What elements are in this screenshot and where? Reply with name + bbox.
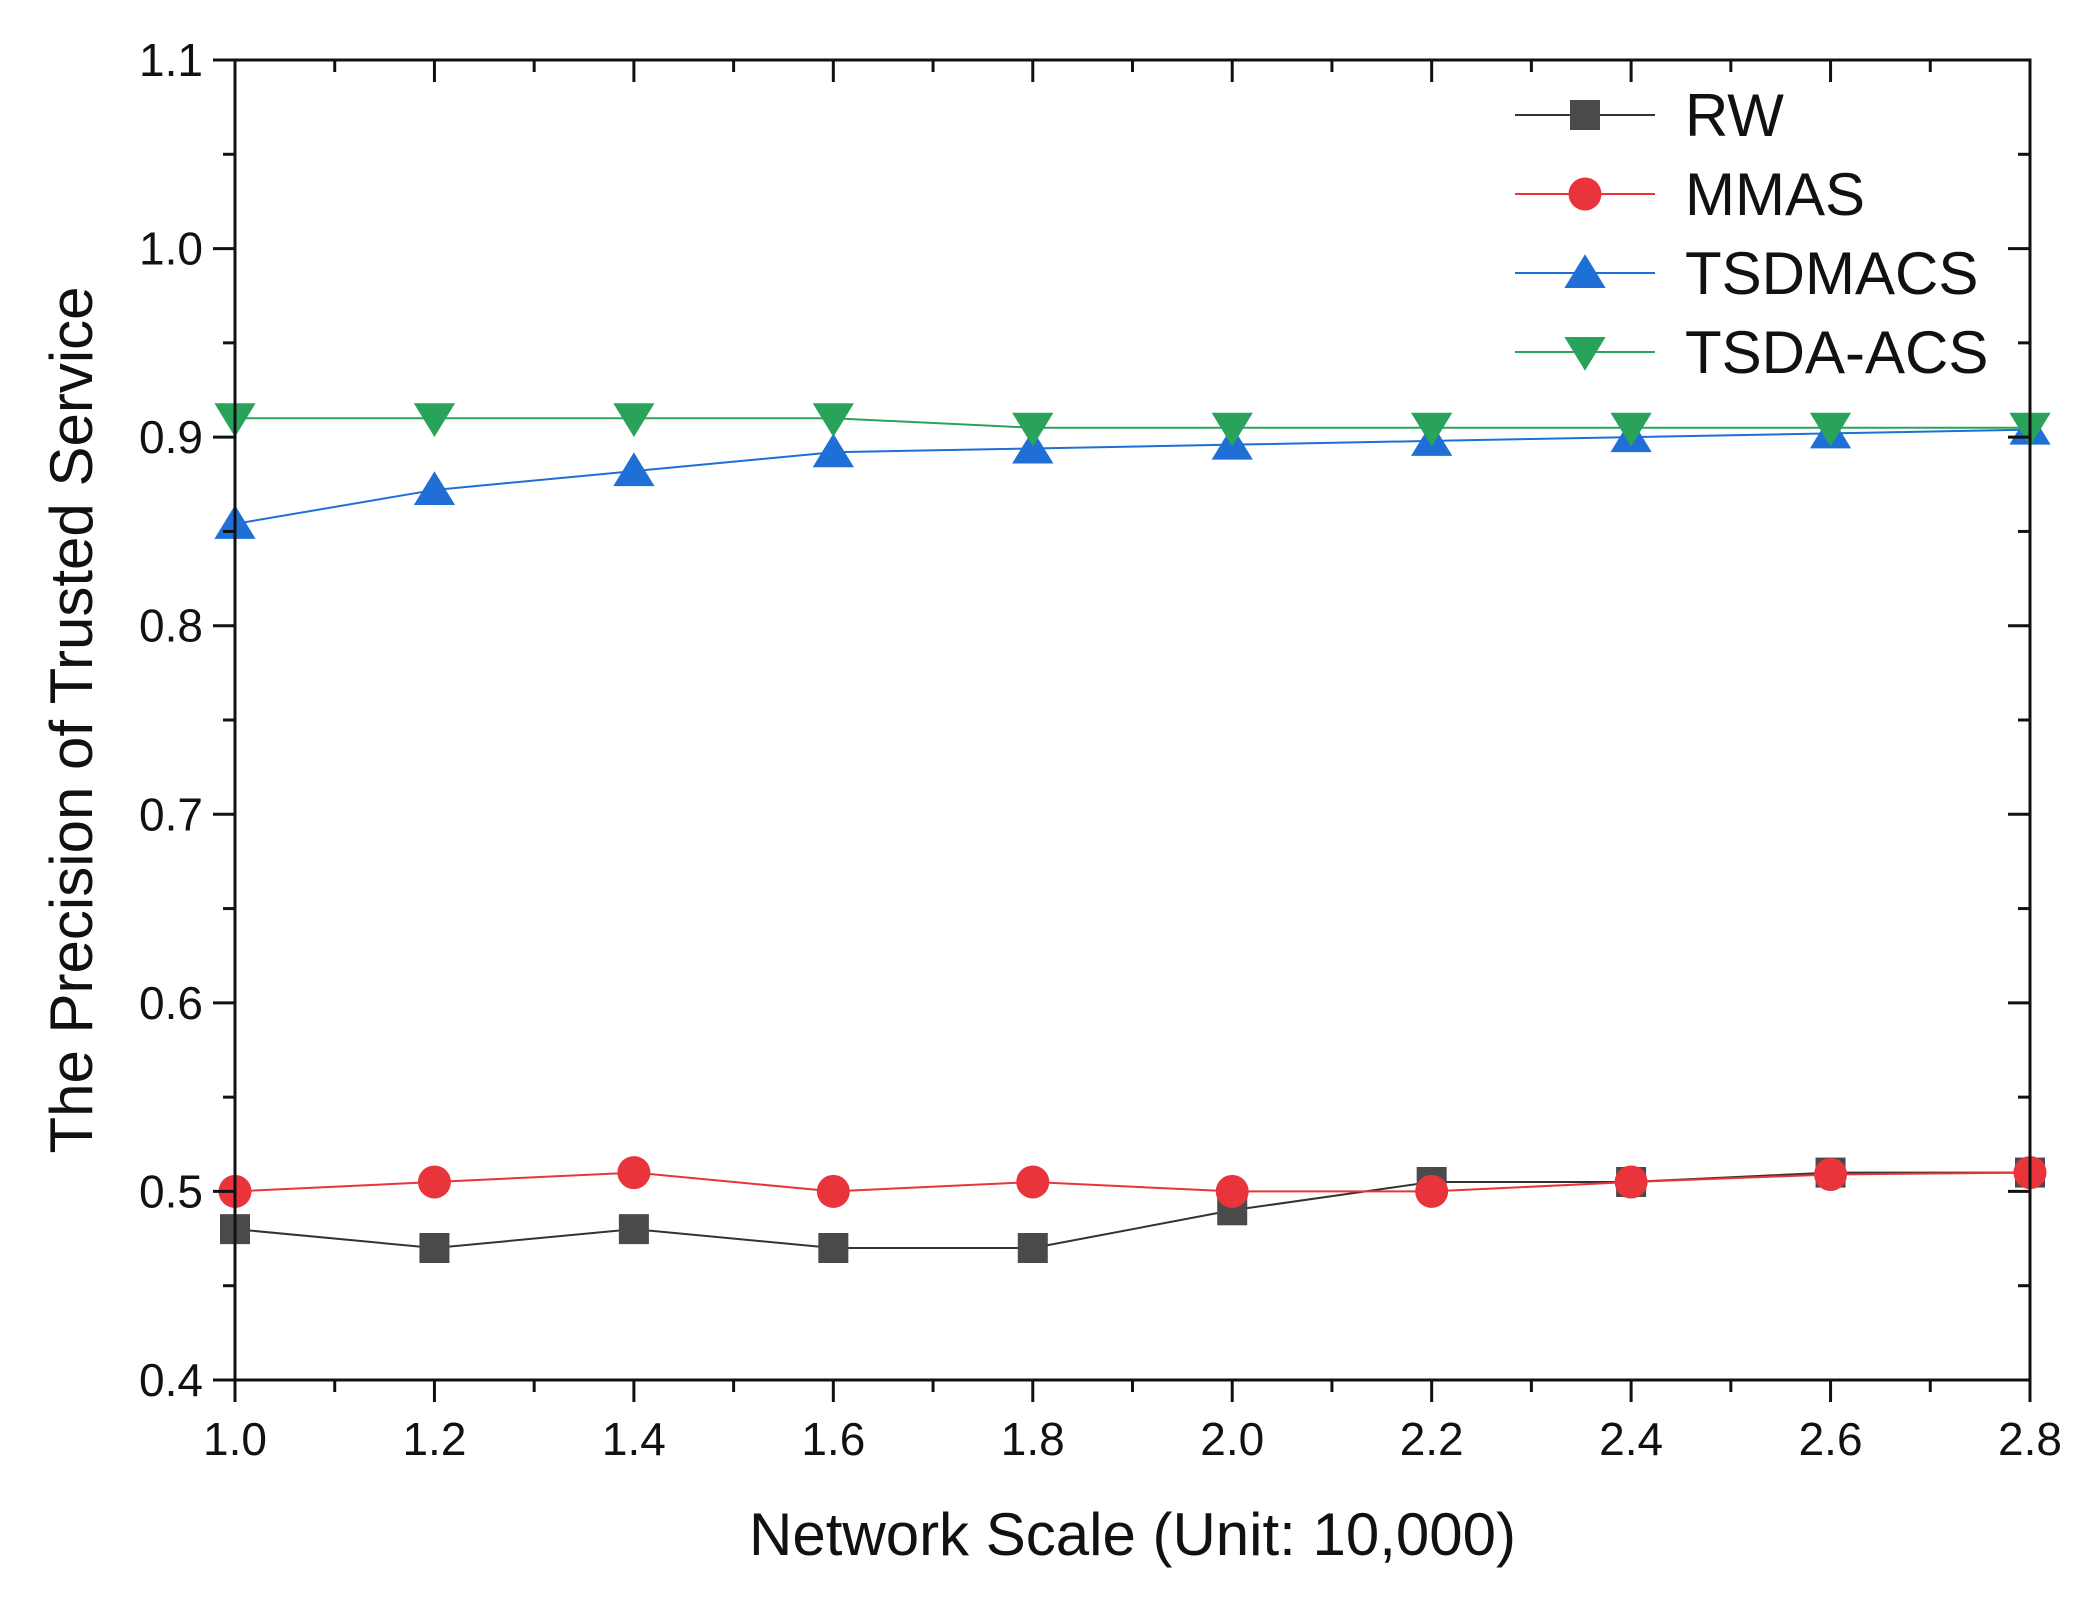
- legend-item: TSDA-ACS: [1515, 319, 1988, 386]
- data-point: [417, 1165, 451, 1199]
- legend-marker: [1568, 177, 1602, 211]
- data-point: [1211, 412, 1253, 447]
- series-line: [234, 1171, 2030, 1250]
- data-point: [816, 1174, 850, 1208]
- legend-label: RW: [1685, 82, 1784, 149]
- data-point: [1215, 1174, 1249, 1208]
- data-point: [1411, 412, 1453, 447]
- y-tick-label: 0.4: [139, 1354, 203, 1406]
- y-tick-label: 0.6: [139, 977, 203, 1029]
- data-point: [613, 403, 655, 438]
- x-tick-label: 1.8: [1001, 1413, 1065, 1465]
- data-point: [818, 1233, 849, 1263]
- x-tick-label: 1.4: [602, 1413, 666, 1465]
- x-tick-label: 2.8: [1998, 1413, 2062, 1465]
- data-point: [1814, 1157, 1848, 1191]
- data-point: [1017, 1233, 1048, 1263]
- series-tsdmacs: [214, 410, 2051, 539]
- series-mmas: [218, 1156, 2047, 1208]
- legend-label: MMAS: [1685, 161, 1865, 228]
- data-point: [812, 403, 854, 438]
- series-group: [214, 403, 2051, 1263]
- legend-item: MMAS: [1515, 161, 1865, 228]
- y-tick-label: 1.1: [139, 34, 203, 86]
- legend-marker: [1564, 254, 1606, 288]
- data-point: [618, 1214, 649, 1245]
- data-point: [1610, 412, 1652, 447]
- legend-item: TSDMACS: [1515, 240, 1978, 307]
- y-tick-label: 0.7: [139, 788, 203, 840]
- x-axis-title: Network Scale (Unit: 10,000): [749, 1501, 1516, 1568]
- x-tick-label: 2.4: [1599, 1413, 1663, 1465]
- legend-marker: [1570, 100, 1600, 130]
- data-point: [1809, 412, 1852, 447]
- x-tick-label: 1.2: [402, 1413, 466, 1465]
- data-point: [419, 1233, 450, 1263]
- y-tick-label: 0.9: [139, 411, 203, 463]
- data-point: [1012, 412, 1054, 447]
- data-point: [413, 403, 456, 438]
- data-point: [617, 1156, 651, 1190]
- y-tick-label: 0.8: [139, 600, 203, 652]
- series-rw: [220, 1157, 2045, 1263]
- legend-label: TSDMACS: [1685, 240, 1978, 307]
- x-tick-label: 1.0: [203, 1413, 267, 1465]
- legend-item: RW: [1515, 82, 1784, 149]
- legend-marker: [1564, 337, 1606, 371]
- legend: RW MMAS TSDMACS TSDA-ACS: [1515, 82, 1988, 386]
- y-axis-title: The Precision of Trusted Service: [38, 286, 105, 1153]
- data-point: [613, 452, 655, 487]
- tick-labels: 1.0 1.2 1.4 1.6 1.8 2.0 2.2 2.4 2.6 2.8 0.4 0.5 0.6 0…: [139, 34, 2062, 1465]
- x-tick-label: 2.2: [1400, 1413, 1464, 1465]
- series-line: [234, 428, 2031, 525]
- data-point: [812, 433, 854, 468]
- axis-ticks: [213, 58, 2032, 1402]
- y-tick-label: 0.5: [139, 1165, 203, 1217]
- series-line: [234, 1171, 2031, 1193]
- x-tick-label: 1.6: [801, 1413, 865, 1465]
- data-point: [1614, 1165, 1648, 1199]
- y-tick-label: 1.0: [139, 223, 203, 275]
- series-line: [235, 417, 2030, 429]
- data-point: [1016, 1165, 1050, 1199]
- series-tsda-acs: [214, 403, 2051, 447]
- data-point: [1415, 1174, 1449, 1208]
- x-tick-label: 2.6: [1799, 1413, 1863, 1465]
- x-tick-label: 2.0: [1200, 1413, 1264, 1465]
- data-point: [413, 471, 456, 505]
- data-point: [1012, 429, 1054, 464]
- legend-label: TSDA-ACS: [1685, 319, 1988, 386]
